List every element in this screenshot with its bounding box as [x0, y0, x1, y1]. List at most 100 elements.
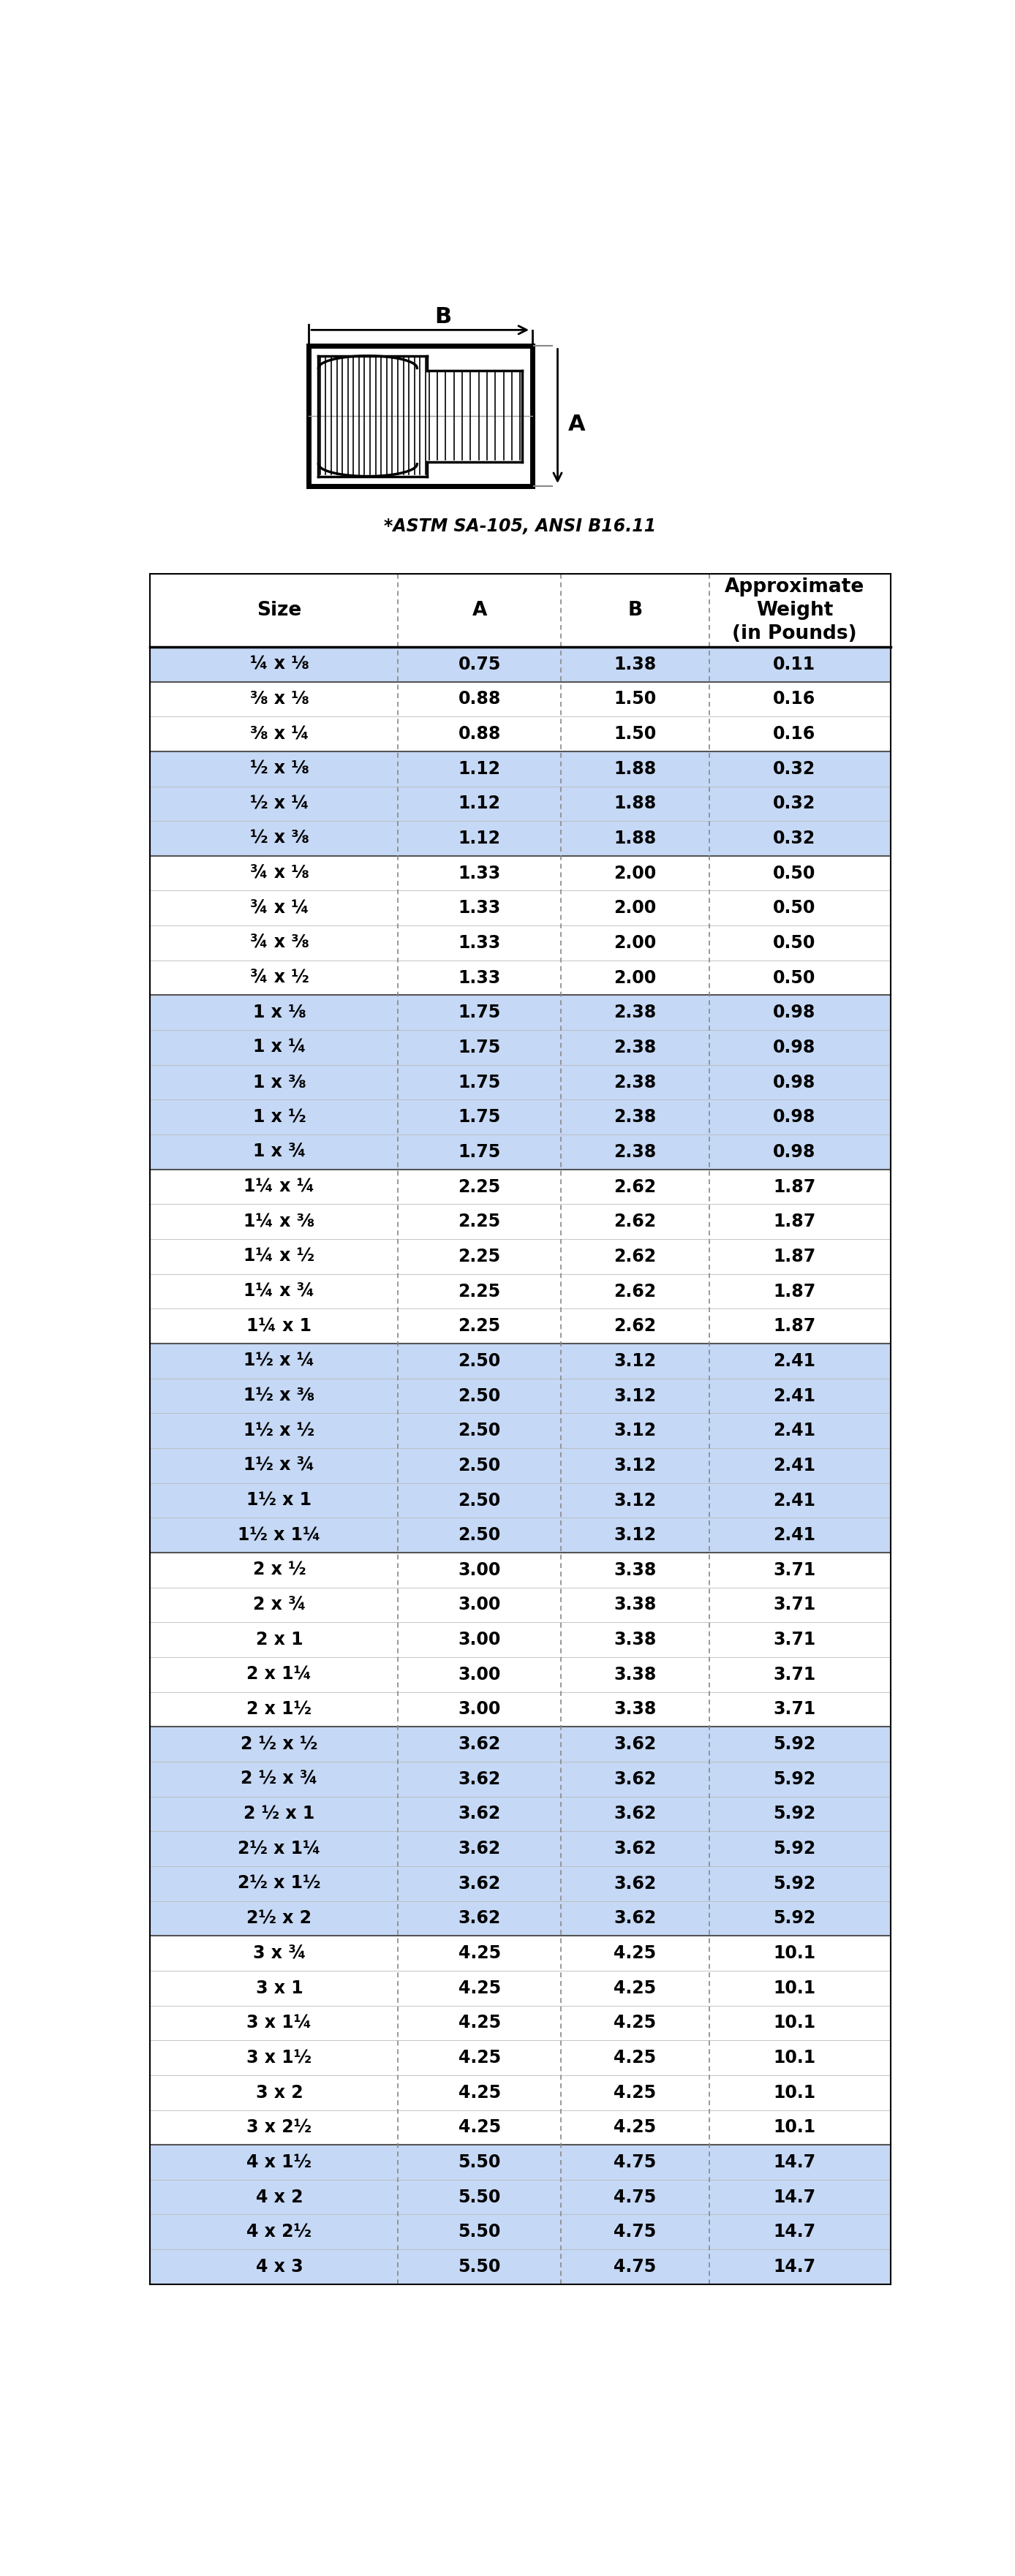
Text: 3.12: 3.12: [614, 1528, 657, 1543]
Text: 4.25: 4.25: [614, 1978, 657, 1996]
Bar: [149, 2007, 891, 2040]
Text: 1¼ x ¾: 1¼ x ¾: [244, 1283, 315, 1301]
Bar: [149, 855, 891, 891]
Text: 3.00: 3.00: [458, 1667, 500, 1682]
Bar: [149, 1203, 891, 1239]
Text: ½ x ⅛: ½ x ⅛: [250, 760, 309, 778]
Text: 5.92: 5.92: [773, 1875, 816, 1893]
Bar: [149, 1901, 891, 1935]
Bar: [149, 1239, 891, 1275]
Text: 2½ x 1¼: 2½ x 1¼: [238, 1839, 321, 1857]
Text: 1.88: 1.88: [614, 829, 657, 848]
Text: 2.00: 2.00: [614, 899, 657, 917]
Text: 0.16: 0.16: [773, 726, 816, 742]
Text: 4.25: 4.25: [458, 1978, 500, 1996]
Text: 5.92: 5.92: [773, 1839, 816, 1857]
Bar: [309, 345, 532, 487]
Text: 2 x ½: 2 x ½: [253, 1561, 306, 1579]
Text: 0.50: 0.50: [773, 899, 816, 917]
Text: 1½ x ¾: 1½ x ¾: [244, 1458, 315, 1473]
Text: 2 ½ x 1: 2 ½ x 1: [244, 1806, 315, 1824]
Text: 3.00: 3.00: [458, 1700, 500, 1718]
Bar: [149, 1100, 891, 1133]
Text: 4.75: 4.75: [614, 2154, 657, 2172]
Text: 1.33: 1.33: [458, 935, 500, 951]
Text: 10.1: 10.1: [773, 1978, 816, 1996]
Text: 1 x ½: 1 x ½: [253, 1108, 306, 1126]
Text: ⅜ x ⅛: ⅜ x ⅛: [250, 690, 309, 708]
Bar: [149, 1832, 891, 1865]
Text: 3.62: 3.62: [614, 1806, 657, 1824]
Text: 2.38: 2.38: [614, 1108, 657, 1126]
Text: 4.25: 4.25: [614, 2084, 657, 2102]
Text: 1½ x ½: 1½ x ½: [244, 1422, 315, 1440]
Text: 4.25: 4.25: [614, 2014, 657, 2032]
Bar: [149, 2179, 891, 2215]
Text: 4.25: 4.25: [614, 1945, 657, 1963]
Text: 3.12: 3.12: [614, 1492, 657, 1510]
Text: 1.33: 1.33: [458, 899, 500, 917]
Bar: [149, 1309, 891, 1345]
Text: 3.62: 3.62: [458, 1909, 500, 1927]
Bar: [149, 1517, 891, 1553]
Bar: [149, 925, 891, 961]
Text: 1 x ¾: 1 x ¾: [253, 1144, 306, 1162]
Bar: [149, 1762, 891, 1795]
Text: 1.75: 1.75: [458, 1074, 500, 1092]
Text: 0.98: 0.98: [773, 1038, 816, 1056]
Bar: [149, 1795, 891, 1832]
Text: 1½ x 1: 1½ x 1: [247, 1492, 312, 1510]
Bar: [149, 1133, 891, 1170]
Text: 1.75: 1.75: [458, 1144, 500, 1162]
Text: 4.25: 4.25: [458, 2048, 500, 2066]
Text: 1 x ⅜: 1 x ⅜: [253, 1074, 306, 1092]
Text: 2.41: 2.41: [773, 1422, 816, 1440]
Bar: [149, 1865, 891, 1901]
Bar: [149, 1378, 891, 1414]
Bar: [149, 1553, 891, 1587]
Text: 1.87: 1.87: [773, 1247, 816, 1265]
Text: 1.50: 1.50: [614, 726, 657, 742]
Text: 1½ x ⅜: 1½ x ⅜: [244, 1386, 315, 1404]
Text: 3.62: 3.62: [458, 1875, 500, 1893]
Bar: [149, 1064, 891, 1100]
Text: 3.62: 3.62: [614, 1770, 657, 1788]
Text: 10.1: 10.1: [773, 2048, 816, 2066]
Bar: [149, 1484, 891, 1517]
Text: 14.7: 14.7: [773, 2154, 816, 2172]
Text: 0.75: 0.75: [458, 654, 500, 672]
Text: 5.92: 5.92: [773, 1806, 816, 1824]
Text: 1.33: 1.33: [458, 969, 500, 987]
Text: 0.32: 0.32: [773, 829, 816, 848]
Text: 2 ½ x ¾: 2 ½ x ¾: [241, 1770, 318, 1788]
Bar: [149, 891, 891, 925]
Bar: [149, 1935, 891, 1971]
Text: *ASTM SA-105, ANSI B16.11: *ASTM SA-105, ANSI B16.11: [384, 518, 657, 536]
Text: 2.25: 2.25: [458, 1316, 500, 1334]
Bar: [149, 786, 891, 822]
Text: 2.50: 2.50: [458, 1422, 500, 1440]
Text: ½ x ⅜: ½ x ⅜: [250, 829, 309, 848]
Text: 4.25: 4.25: [458, 2084, 500, 2102]
Text: 2.25: 2.25: [458, 1283, 500, 1301]
Text: 3.62: 3.62: [458, 1736, 500, 1754]
Text: 2.25: 2.25: [458, 1247, 500, 1265]
Text: 2.50: 2.50: [458, 1528, 500, 1543]
Text: 5.50: 5.50: [458, 2190, 500, 2205]
Text: 0.50: 0.50: [773, 866, 816, 881]
Text: 1.75: 1.75: [458, 1108, 500, 1126]
Text: ⅜ x ¼: ⅜ x ¼: [250, 726, 309, 742]
Bar: [149, 1345, 891, 1378]
Text: ¼ x ⅛: ¼ x ⅛: [250, 654, 309, 672]
Text: 2 ½ x ½: 2 ½ x ½: [241, 1736, 318, 1754]
Text: 3.38: 3.38: [614, 1561, 657, 1579]
Text: 3.38: 3.38: [614, 1667, 657, 1682]
Text: 3.62: 3.62: [614, 1839, 657, 1857]
Bar: [149, 1656, 891, 1692]
Text: 4.75: 4.75: [614, 2223, 657, 2241]
Text: 1 x ¼: 1 x ¼: [253, 1038, 306, 1056]
Text: 2.50: 2.50: [458, 1386, 500, 1404]
Text: 0.50: 0.50: [773, 969, 816, 987]
Bar: [149, 1414, 891, 1448]
Text: Approximate
Weight
(in Pounds): Approximate Weight (in Pounds): [725, 577, 865, 644]
